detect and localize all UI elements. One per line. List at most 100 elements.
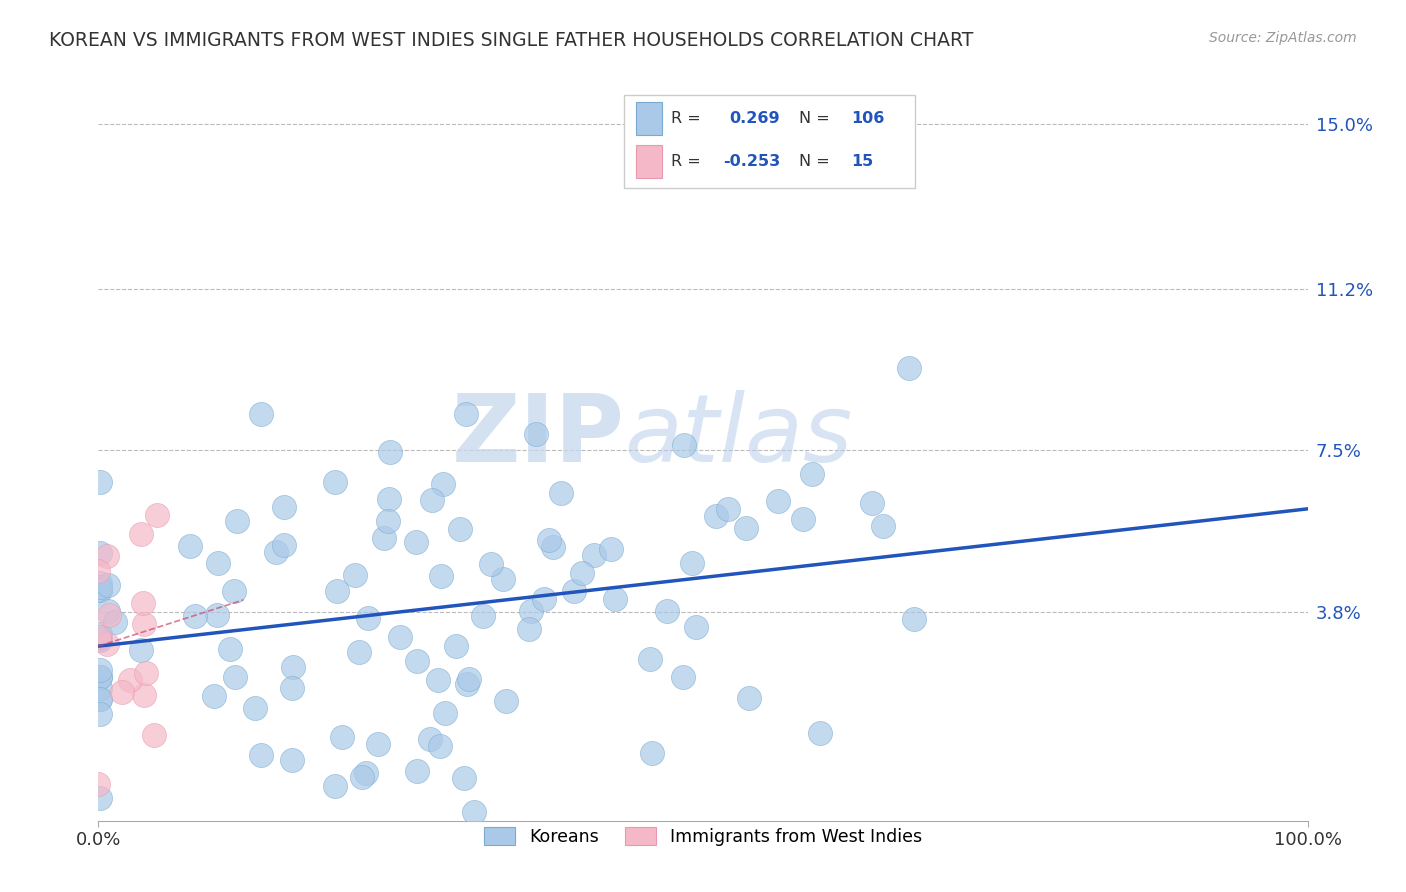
Point — [600, 542, 623, 557]
Point — [457, 673, 479, 687]
Point — [766, 494, 789, 508]
Point — [184, 609, 207, 624]
Point — [354, 766, 377, 780]
Point — [323, 779, 346, 793]
Point — [250, 407, 273, 421]
Point — [657, 604, 679, 618]
Point — [89, 580, 111, 594]
Text: KOREAN VS IMMIGRANTS FROM WEST INDIES SINGLE FATHER HOUSEHOLDS CORRELATION CHART: KOREAN VS IMMIGRANTS FROM WEST INDIES SI… — [49, 31, 973, 50]
Point — [571, 566, 593, 580]
Point — [330, 730, 353, 744]
Point — [685, 620, 707, 634]
Point — [367, 737, 389, 751]
Point — [89, 791, 111, 805]
Point — [638, 651, 661, 665]
Point — [264, 545, 287, 559]
Point — [281, 752, 304, 766]
Point — [800, 467, 823, 482]
Point — [89, 691, 111, 706]
Point — [89, 670, 111, 684]
Point — [97, 603, 120, 617]
Point — [89, 627, 111, 641]
Point — [250, 747, 273, 762]
Point — [145, 508, 167, 523]
Point — [538, 533, 561, 547]
Point — [681, 556, 703, 570]
Point — [89, 707, 111, 722]
Point — [406, 654, 429, 668]
Point — [118, 673, 141, 688]
Text: ZIP: ZIP — [451, 390, 624, 482]
Point — [243, 700, 266, 714]
Point — [347, 645, 370, 659]
Point — [357, 611, 380, 625]
Point — [406, 764, 429, 778]
Point — [541, 541, 564, 555]
Point — [89, 575, 111, 590]
Point — [89, 632, 111, 647]
Point — [583, 548, 606, 562]
Point — [738, 691, 761, 706]
Point — [792, 512, 814, 526]
Point — [898, 360, 921, 375]
Point — [422, 492, 444, 507]
Point — [430, 569, 453, 583]
Point — [378, 492, 401, 507]
Point — [281, 660, 304, 674]
Point — [377, 514, 399, 528]
Point — [207, 557, 229, 571]
Point — [517, 622, 540, 636]
Point — [326, 583, 349, 598]
Point — [142, 727, 165, 741]
Legend: Koreans, Immigrants from West Indies: Koreans, Immigrants from West Indies — [477, 820, 929, 853]
Point — [89, 670, 111, 684]
Point — [524, 426, 547, 441]
Point — [281, 681, 304, 695]
Point — [224, 583, 246, 598]
Point — [860, 496, 883, 510]
Point — [562, 583, 585, 598]
Point — [179, 539, 201, 553]
Point — [97, 578, 120, 592]
Point — [449, 523, 471, 537]
Point — [97, 608, 120, 623]
Point — [273, 538, 295, 552]
Point — [205, 607, 228, 622]
Point — [132, 688, 155, 702]
Point — [89, 475, 111, 489]
Point — [373, 531, 395, 545]
Point — [429, 739, 451, 753]
Point — [323, 475, 346, 489]
Point — [202, 689, 225, 703]
Text: Source: ZipAtlas.com: Source: ZipAtlas.com — [1209, 31, 1357, 45]
Point — [533, 592, 555, 607]
Point — [378, 445, 401, 459]
Point — [89, 691, 111, 706]
Point — [87, 777, 110, 791]
Point — [426, 673, 449, 688]
Point — [492, 572, 515, 586]
Point — [132, 596, 155, 610]
Point — [350, 770, 373, 784]
Point — [89, 545, 111, 559]
Point — [903, 612, 925, 626]
Point — [89, 583, 111, 598]
Point — [111, 685, 134, 699]
Point — [641, 746, 664, 760]
Point — [481, 557, 503, 571]
Point — [603, 592, 626, 607]
Text: atlas: atlas — [624, 390, 852, 481]
Point — [103, 615, 125, 630]
Point — [96, 549, 118, 563]
Point — [405, 535, 427, 549]
Point — [550, 486, 572, 500]
Point — [224, 670, 246, 684]
Point — [419, 732, 441, 747]
Point — [129, 527, 152, 541]
Point — [454, 408, 477, 422]
Point — [520, 604, 543, 618]
Point — [734, 521, 756, 535]
Point — [344, 567, 367, 582]
Point — [463, 805, 485, 819]
Point — [219, 641, 242, 656]
